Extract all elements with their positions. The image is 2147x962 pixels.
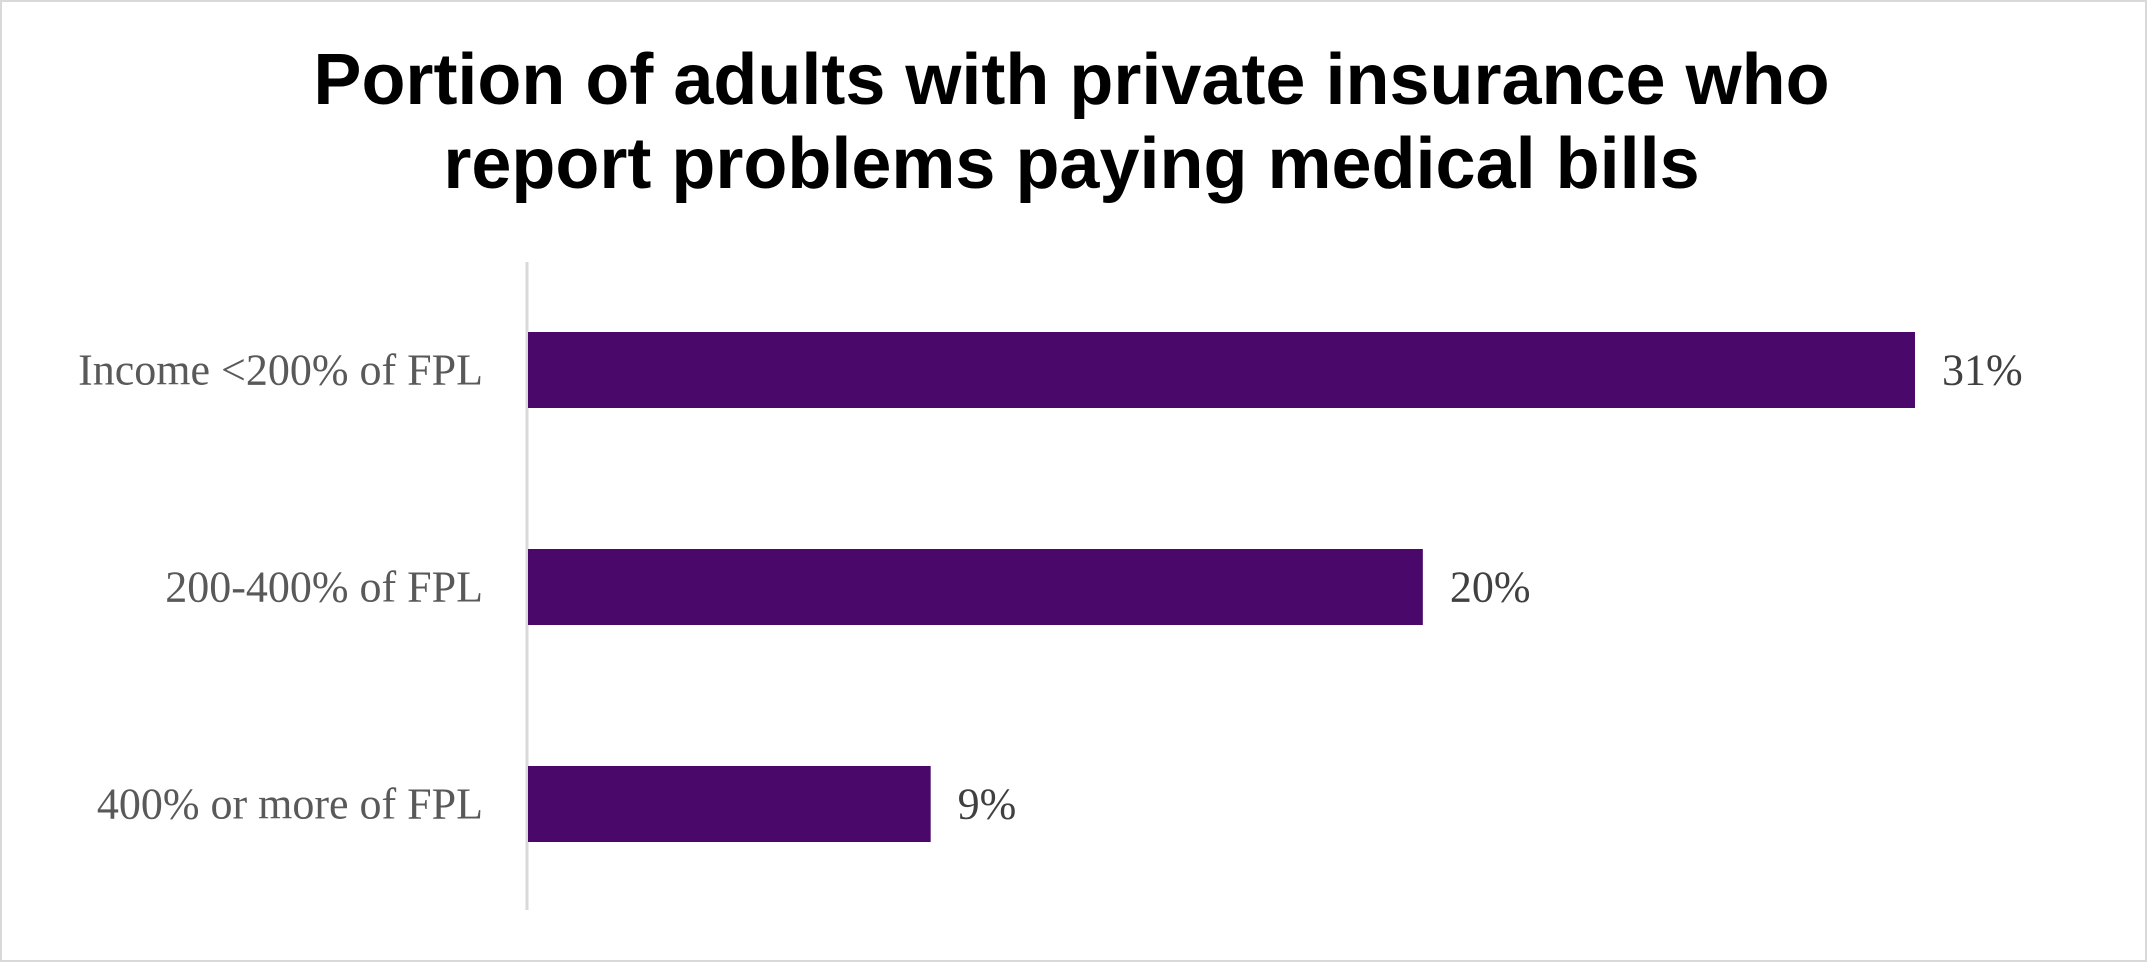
category-label: 200-400% of FPL [165, 563, 483, 612]
bar [528, 332, 1915, 408]
chart-title-line-2: report problems paying medical bills [443, 124, 1700, 204]
category-label: Income <200% of FPL [78, 346, 483, 395]
value-label: 20% [1450, 563, 1531, 612]
chart-title-line-1: Portion of adults with private insurance… [313, 40, 1830, 120]
value-label: 31% [1942, 346, 2023, 395]
chart-title: Portion of adults with private insurance… [0, 38, 2143, 206]
bars-group: Income <200% of FPL 31% 200-400% of FPL 20%… [78, 332, 2023, 842]
value-label: 9% [958, 780, 1017, 829]
bar [528, 766, 931, 842]
bar [528, 549, 1423, 625]
category-label: 400% or more of FPL [97, 780, 483, 829]
